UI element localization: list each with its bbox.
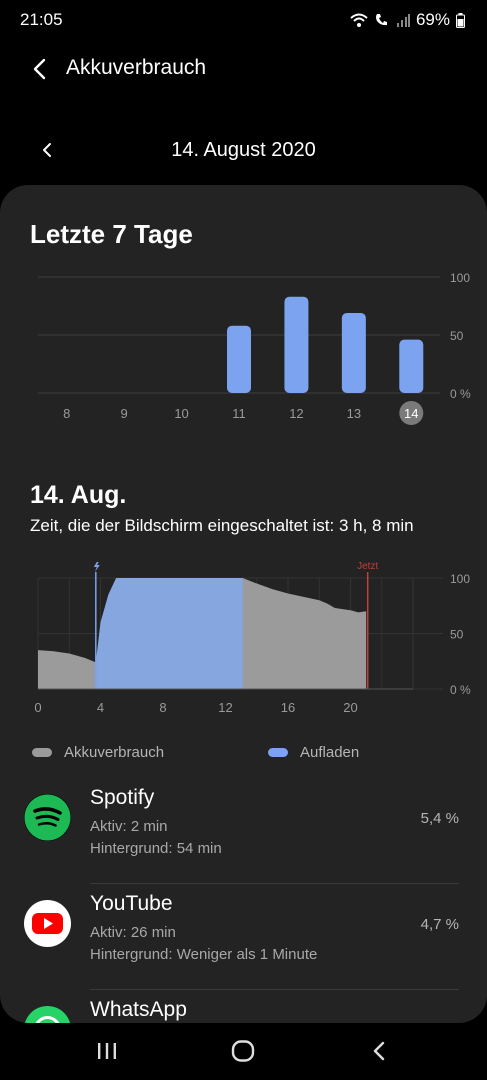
y-tick-label: 0 % xyxy=(450,683,471,697)
day-battery-chart: 0 % 50 100 Jetzt 0 4 8 12 16 20 xyxy=(34,561,471,715)
app-name: YouTube xyxy=(90,892,173,915)
x-tick-label: 10 xyxy=(174,406,188,421)
legend-charging-swatch xyxy=(268,748,288,757)
bar-day-14 xyxy=(399,339,424,393)
bar-day-12 xyxy=(284,296,309,393)
legend-usage-swatch xyxy=(32,748,52,757)
app-header: Akkuverbrauch xyxy=(0,50,487,90)
app-usage-percent: 5,4 % xyxy=(420,810,459,827)
back-button[interactable] xyxy=(24,54,54,84)
week-section-title: Letzte 7 Tage xyxy=(30,219,193,249)
date-label: 14. August 2020 xyxy=(171,139,316,161)
app-usage-percent: 4,7 % xyxy=(420,916,459,933)
week-bar-chart[interactable]: 0 % 50 100 8 9 10 11 12 13 14 xyxy=(0,265,487,435)
call-icon xyxy=(374,12,390,28)
app-row-spotify[interactable]: Spotify Aktiv: 2 min Hintergrund: 54 min… xyxy=(0,778,487,884)
chevron-left-icon xyxy=(33,58,46,80)
x-tick-label: 9 xyxy=(121,406,128,421)
x-tick-label: 16 xyxy=(281,700,295,715)
spotify-icon xyxy=(24,794,71,841)
legend-usage-label: Akkuverbrauch xyxy=(64,744,165,761)
x-tick-label: 14 xyxy=(404,406,418,421)
divider xyxy=(90,883,459,884)
recent-apps-button[interactable] xyxy=(87,1035,127,1067)
recent-apps-icon xyxy=(98,1043,116,1059)
y-tick-label: 0 % xyxy=(450,387,471,401)
battery-icon xyxy=(456,12,465,28)
x-tick-label: 8 xyxy=(63,406,70,421)
app-name: WhatsApp xyxy=(90,998,187,1021)
legend-usage: Akkuverbrauch xyxy=(32,744,164,761)
page-title: Akkuverbrauch xyxy=(66,56,207,79)
charging-bolt-icon xyxy=(93,562,100,572)
status-bar: 21:05 69% xyxy=(0,0,487,40)
bar-day-11 xyxy=(227,325,251,393)
legend-charging-label: Aufladen xyxy=(300,744,360,761)
app-background-time: Hintergrund: Weniger als 1 Minute xyxy=(90,946,318,963)
home-icon xyxy=(231,1040,255,1062)
app-name: Spotify xyxy=(90,786,155,809)
home-button[interactable] xyxy=(223,1035,263,1067)
y-tick-label: 100 xyxy=(450,572,470,586)
app-usage-list: Spotify Aktiv: 2 min Hintergrund: 54 min… xyxy=(0,778,487,1023)
chevron-left-icon xyxy=(43,143,51,157)
screen-time-label: Zeit, die der Bildschirm eingeschaltet i… xyxy=(30,516,414,535)
back-nav-button[interactable] xyxy=(359,1035,399,1067)
day-section-title: 14. Aug. xyxy=(30,481,127,509)
battery-percent: 69% xyxy=(415,10,450,29)
x-tick-label: 20 xyxy=(343,700,357,715)
x-tick-label: 0 xyxy=(34,700,41,715)
app-background-time: Hintergrund: 54 min xyxy=(90,840,222,857)
y-tick-label: 50 xyxy=(450,329,464,343)
previous-date-button[interactable] xyxy=(34,136,60,164)
x-tick-label: 11 xyxy=(232,406,246,421)
usage-card: Letzte 7 Tage 0 % 50 100 8 9 10 11 12 13 14 14. A… xyxy=(0,185,487,1023)
app-active-time: Aktiv: 26 min xyxy=(90,924,176,941)
date-navigation: 14. August 2020 xyxy=(0,132,487,172)
youtube-icon xyxy=(24,900,71,947)
now-label: Jetzt xyxy=(357,561,378,572)
x-tick-label: 12 xyxy=(289,406,303,421)
status-icons: 69% xyxy=(350,10,465,30)
system-navigation-bar xyxy=(0,1023,487,1080)
whatsapp-icon xyxy=(24,1006,71,1023)
bar-day-13 xyxy=(341,312,366,393)
y-tick-label: 100 xyxy=(450,271,470,285)
selected-day-marker xyxy=(399,401,424,425)
signal-icon xyxy=(396,13,410,27)
app-row-youtube[interactable]: YouTube Aktiv: 26 min Hintergrund: Wenig… xyxy=(0,884,487,990)
charging-area xyxy=(95,578,243,689)
status-time: 21:05 xyxy=(20,10,63,29)
app-active-time: Aktiv: 2 min xyxy=(90,818,168,835)
x-tick-label: 12 xyxy=(218,700,232,715)
app-row-whatsapp[interactable]: WhatsApp xyxy=(0,990,487,1023)
x-tick-label: 8 xyxy=(159,700,166,715)
legend-charging: Aufladen xyxy=(268,744,359,761)
wifi-icon xyxy=(350,13,368,28)
chart-legend: Akkuverbrauch Aufladen xyxy=(0,744,487,768)
x-tick-label: 4 xyxy=(97,700,104,715)
y-tick-label: 50 xyxy=(450,628,464,642)
x-tick-label: 13 xyxy=(347,406,361,421)
chevron-left-icon xyxy=(373,1041,385,1061)
divider xyxy=(90,989,459,990)
